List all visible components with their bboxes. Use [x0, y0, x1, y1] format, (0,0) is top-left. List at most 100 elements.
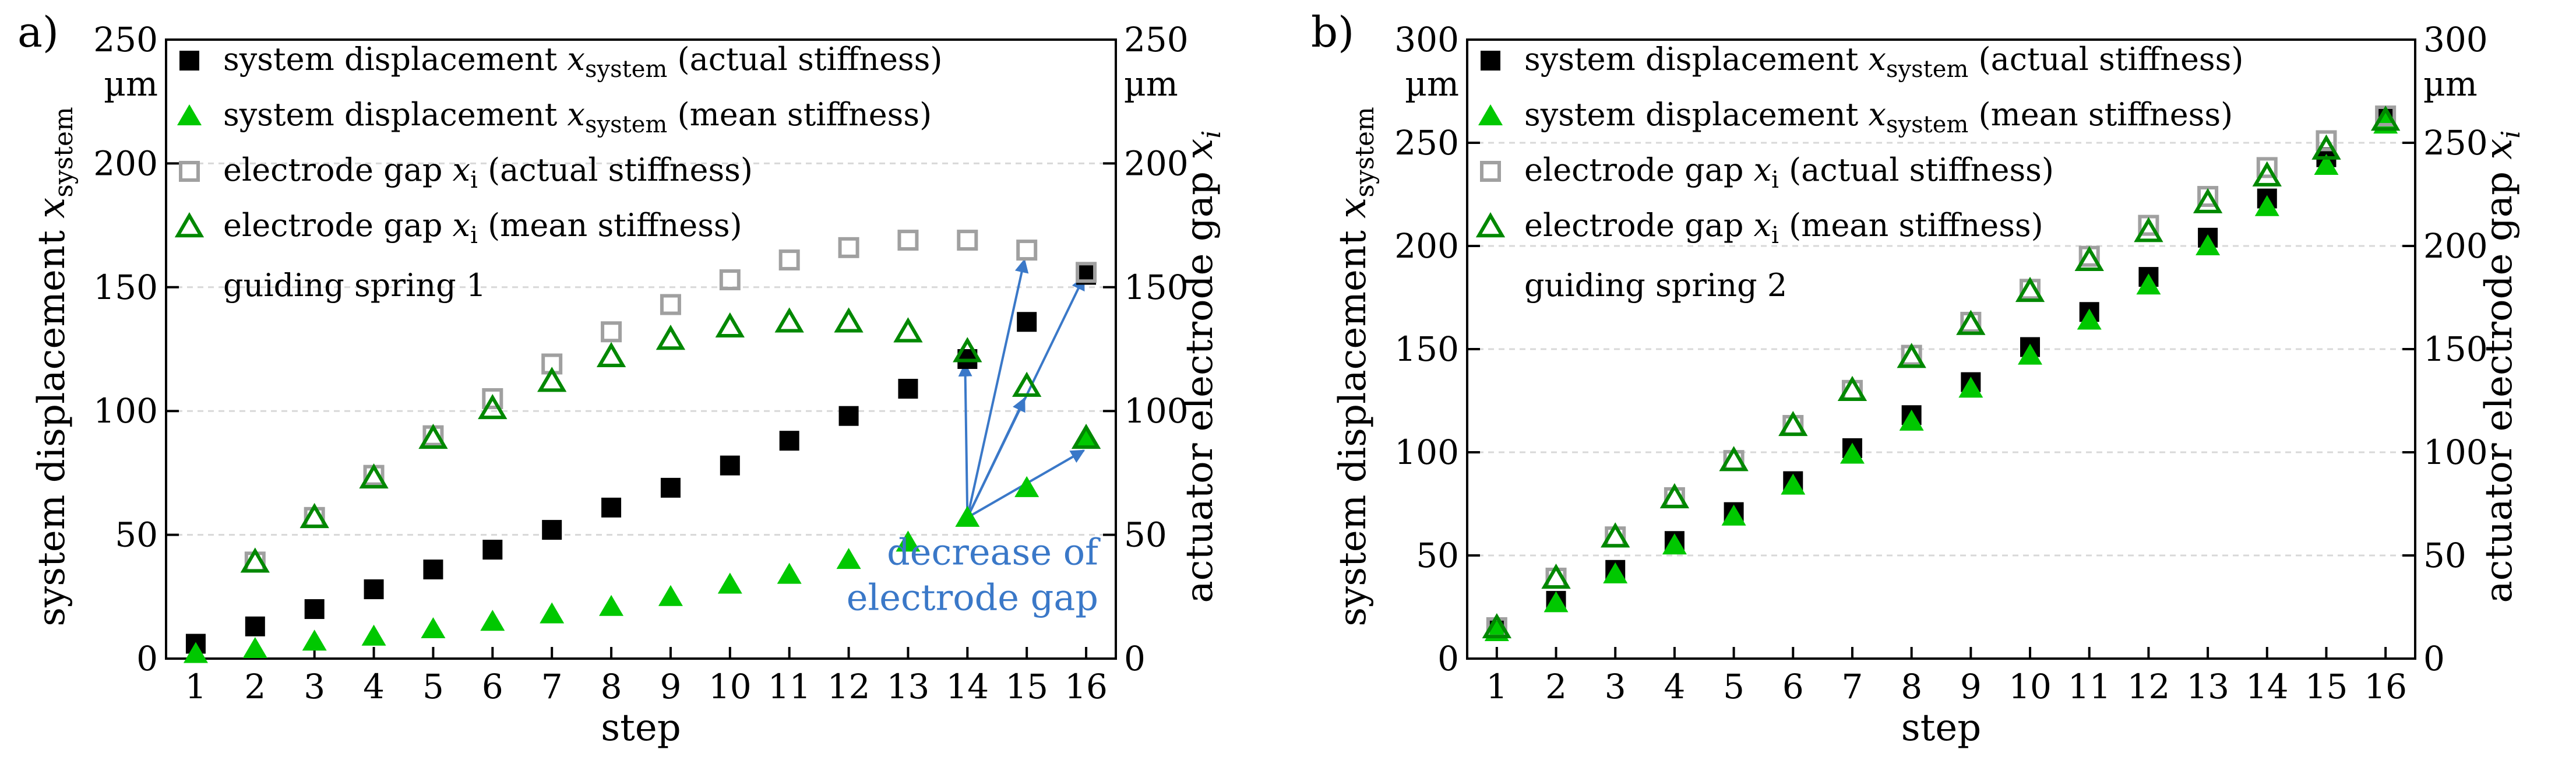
y-tick-label-right: 150	[1124, 268, 1189, 307]
data-point	[1012, 371, 1042, 397]
legend-marker	[1481, 51, 1500, 71]
y-tick-label-left: 150	[1394, 329, 1459, 369]
y-tick-label-left: 250	[1394, 123, 1459, 163]
data-point	[361, 624, 386, 646]
y-tick-label-left: 200	[93, 143, 158, 183]
data-point	[777, 562, 802, 584]
unit-label-right: µm	[2423, 64, 2478, 104]
data-point	[1840, 442, 1865, 464]
unit-label-left: µm	[104, 64, 158, 104]
data-point	[1662, 533, 1687, 555]
x-tick-label: 8	[1901, 667, 1922, 706]
x-tick-label: 1	[185, 667, 206, 706]
y-tick-label-right: 150	[2423, 329, 2488, 369]
data-point	[2254, 195, 2279, 216]
plot-frame	[165, 38, 1117, 660]
data-point	[2197, 186, 2219, 207]
data-point	[779, 431, 799, 451]
data-point	[836, 548, 861, 569]
data-point	[1897, 343, 1926, 368]
data-point	[2370, 105, 2401, 131]
data-point	[1076, 262, 1097, 283]
data-point	[1899, 409, 1924, 431]
data-point	[656, 325, 686, 350]
data-point	[304, 599, 325, 620]
data-point	[421, 617, 446, 639]
x-tick-label: 16	[1065, 667, 1108, 706]
y-tick-label-right: 300	[2423, 20, 2488, 59]
data-point	[1541, 563, 1571, 589]
data-point	[242, 637, 267, 659]
data-point	[717, 572, 742, 594]
data-point	[364, 579, 384, 600]
x-tick-label: 15	[1005, 667, 1048, 706]
data-point	[957, 230, 978, 251]
panel-label: a)	[17, 8, 59, 57]
y-tick-label-left: 100	[93, 391, 158, 431]
data-point	[1958, 377, 1983, 398]
x-tick-label: 7	[541, 667, 563, 706]
data-point	[183, 642, 208, 663]
data-point	[1482, 613, 1512, 639]
data-point	[778, 249, 800, 271]
data-point	[1837, 375, 1867, 401]
y-tick-label-left: 50	[115, 515, 158, 555]
legend-entry: system displacement xsystem (mean stiffn…	[1524, 96, 2233, 138]
data-point	[897, 230, 919, 251]
data-point	[658, 585, 683, 606]
y-tick-label-left: 50	[1416, 536, 1459, 575]
y-axis-label-right: actuator electrode gap xi	[2478, 131, 2526, 603]
data-point	[1601, 522, 1630, 548]
y-tick-label-left: 0	[1437, 639, 1459, 678]
x-tick-label: 12	[827, 667, 871, 706]
annotation-arrow	[958, 362, 972, 518]
data-point	[423, 560, 443, 580]
x-tick-label: 3	[304, 667, 325, 706]
legend-marker	[179, 51, 199, 71]
legend-marker	[174, 212, 205, 238]
legend-marker	[1480, 161, 1501, 182]
x-tick-label: 13	[2186, 667, 2229, 706]
data-point	[1778, 411, 1808, 437]
data-point	[719, 269, 741, 291]
y-tick-label-left: 100	[1394, 432, 1459, 472]
data-point	[1659, 483, 1690, 509]
x-tick-label: 1	[1486, 667, 1507, 706]
x-axis-label: step	[1901, 706, 1981, 750]
series-3	[240, 307, 1101, 573]
data-point	[537, 367, 567, 392]
data-point	[2196, 234, 2221, 255]
data-point	[893, 317, 923, 343]
data-point	[955, 505, 980, 527]
x-axis-label: step	[601, 706, 681, 750]
x-tick-label: 14	[946, 667, 989, 706]
y-tick-label-right: 50	[2423, 536, 2466, 575]
y-tick-label-left: 250	[93, 20, 158, 59]
data-point	[2138, 214, 2159, 236]
x-tick-label: 6	[1782, 667, 1804, 706]
x-tick-label: 11	[768, 667, 811, 706]
data-point	[2256, 157, 2278, 178]
legend-entry: electrode gap xi (mean stiffness)	[223, 207, 742, 249]
annotation-text: decrease of	[887, 531, 1101, 574]
data-point	[480, 610, 505, 631]
y-tick-label-left: 0	[136, 639, 158, 678]
y-tick-label-right: 250	[1124, 20, 1189, 59]
data-point	[596, 342, 626, 367]
y-tick-label-left: 300	[1394, 20, 1459, 59]
x-tick-label: 4	[1664, 667, 1685, 706]
x-tick-label: 2	[244, 667, 266, 706]
data-point	[2311, 134, 2341, 160]
data-point	[482, 388, 503, 409]
data-point	[299, 502, 329, 529]
x-tick-label: 3	[1605, 667, 1626, 706]
data-point	[953, 337, 982, 363]
unit-label-right: µm	[1124, 64, 1178, 104]
y-tick-label-left: 200	[1394, 226, 1459, 266]
data-point	[482, 540, 503, 560]
x-tick-label: 14	[2246, 667, 2289, 706]
x-tick-label: 6	[482, 667, 503, 706]
data-point	[2314, 153, 2339, 175]
y-axis-label-left: system displacement xsystem	[1331, 107, 1380, 626]
